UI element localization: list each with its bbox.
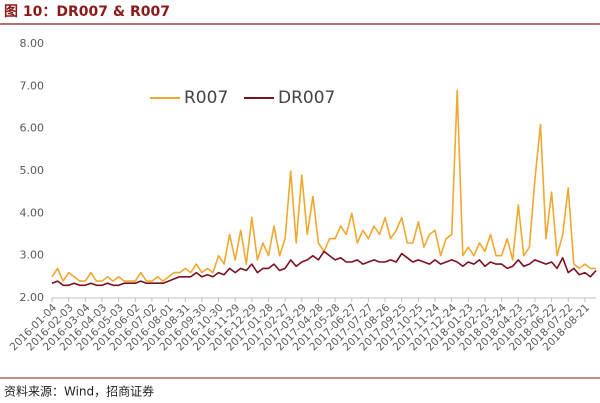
series-line xyxy=(51,250,597,287)
chart-title: 图 10：DR007 & R007 xyxy=(4,4,170,20)
y-tick-label: 4.00 xyxy=(20,206,45,219)
legend-label: DR007 xyxy=(278,88,335,108)
source: 资料来源：Wind，招商证券 xyxy=(4,384,154,399)
y-tick-label: 7.00 xyxy=(20,79,45,92)
y-tick-label: 5.00 xyxy=(20,164,45,177)
y-tick-label: 8.00 xyxy=(20,37,45,50)
legend-label: R007 xyxy=(184,88,228,108)
y-tick-label: 3.00 xyxy=(20,249,45,262)
y-tick-label: 2.00 xyxy=(20,291,45,304)
y-tick-label: 6.00 xyxy=(20,122,45,135)
